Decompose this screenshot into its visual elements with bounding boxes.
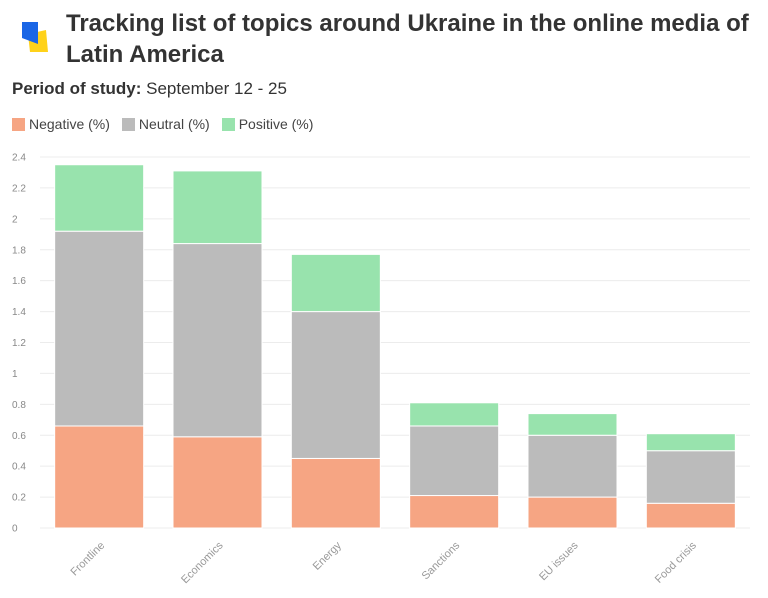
page-title: Tracking list of topics around Ukraine i… bbox=[66, 10, 749, 68]
legend-label-positive: Positive (%) bbox=[238, 116, 314, 132]
bar-segment-negative[interactable] bbox=[409, 495, 500, 529]
logo-icon bbox=[22, 22, 48, 52]
y-tick-label: 2.4 bbox=[12, 153, 26, 164]
bar-segment-negative[interactable] bbox=[645, 502, 736, 529]
y-tick-label: 1 bbox=[12, 369, 18, 380]
bar-segment-negative[interactable] bbox=[54, 425, 145, 529]
legend-item-negative[interactable]: Negative (%) bbox=[12, 116, 110, 132]
bar-segment-positive[interactable] bbox=[172, 170, 263, 245]
y-tick-label: 0.8 bbox=[12, 400, 26, 411]
x-tick-label: Frontline bbox=[69, 540, 108, 579]
period-of-study: Period of study: September 12 - 25 bbox=[12, 79, 287, 99]
bar-segment-negative[interactable] bbox=[527, 496, 618, 529]
bar-segment-positive[interactable] bbox=[527, 413, 618, 436]
bar-segment-positive[interactable] bbox=[409, 402, 500, 427]
bar-segment-neutral[interactable] bbox=[54, 230, 145, 427]
period-label: Period of study: bbox=[12, 79, 142, 98]
legend-swatch-neutral bbox=[121, 117, 135, 131]
legend-item-positive[interactable]: Positive (%) bbox=[221, 116, 314, 132]
y-tick-label: 1.6 bbox=[12, 276, 26, 287]
bar-segment-positive[interactable] bbox=[290, 253, 381, 313]
y-tick-label: 1.8 bbox=[12, 245, 26, 256]
bar-segment-neutral[interactable] bbox=[290, 311, 381, 459]
y-tick-label: 2.2 bbox=[12, 183, 26, 194]
x-tick-label: Food crisis bbox=[653, 539, 699, 585]
legend-swatch-negative bbox=[12, 117, 25, 131]
x-tick-label: Economics bbox=[179, 539, 226, 586]
y-tick-label: 0.2 bbox=[12, 493, 26, 504]
y-tick-label: 0.6 bbox=[12, 431, 26, 442]
bar-segment-positive[interactable] bbox=[645, 433, 736, 452]
y-tick-label: 1.2 bbox=[12, 338, 26, 349]
x-tick-label: EU issues bbox=[537, 539, 581, 583]
bar-segment-neutral[interactable] bbox=[527, 434, 618, 498]
bar-segment-neutral[interactable] bbox=[409, 425, 500, 497]
bar-segment-neutral[interactable] bbox=[645, 450, 736, 504]
bar-segment-negative[interactable] bbox=[172, 436, 263, 529]
logo-blue-shape bbox=[22, 22, 38, 44]
chart-legend: Negative (%) Neutral (%) Positive (%) bbox=[12, 116, 313, 132]
y-tick-label: 0 bbox=[12, 524, 18, 535]
x-tick-label: Energy bbox=[311, 539, 344, 572]
y-tick-label: 2 bbox=[12, 214, 18, 225]
y-tick-label: 1.4 bbox=[12, 307, 26, 318]
legend-swatch-positive bbox=[221, 117, 235, 131]
bar-segment-positive[interactable] bbox=[54, 164, 145, 232]
bar-segment-negative[interactable] bbox=[290, 457, 381, 529]
y-tick-label: 0.4 bbox=[12, 462, 26, 473]
x-tick-label: Sanctions bbox=[420, 539, 463, 582]
legend-label-negative: Negative (%) bbox=[29, 116, 110, 132]
bar-segment-neutral[interactable] bbox=[172, 243, 263, 438]
legend-item-neutral[interactable]: Neutral (%) bbox=[121, 116, 210, 132]
legend-label-neutral: Neutral (%) bbox=[138, 116, 210, 132]
period-value: September 12 - 25 bbox=[146, 79, 287, 98]
